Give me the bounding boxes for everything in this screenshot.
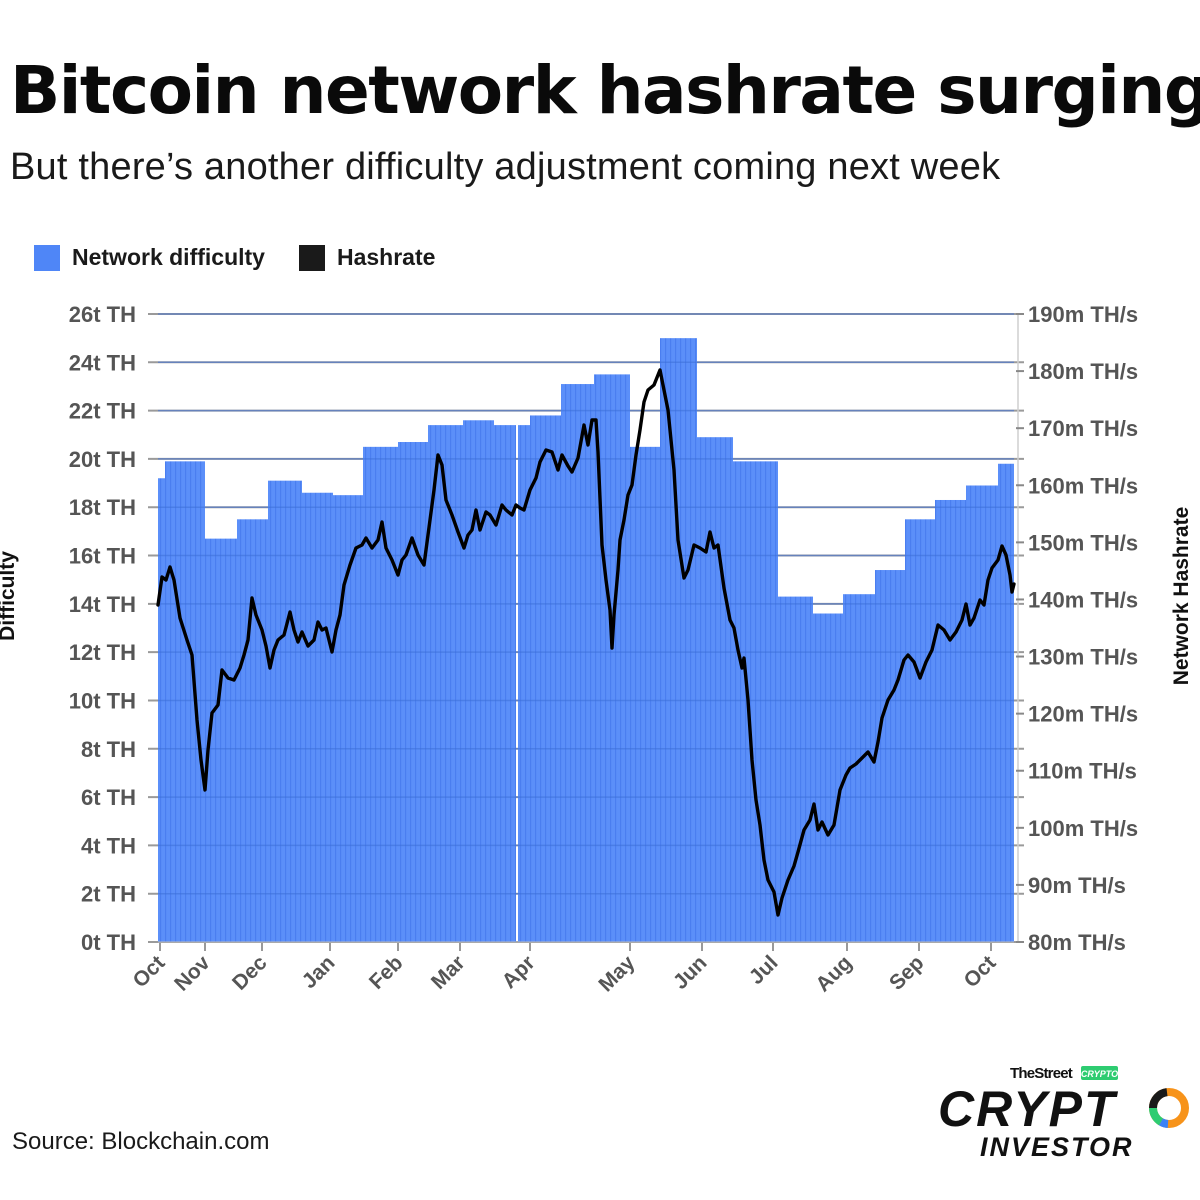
left-y-axis: 0t TH 2t TH 4t TH 6t TH 8t TH 10t TH 12t TH 14t…	[69, 302, 136, 955]
source-note: Source: Blockchain.com	[12, 1128, 270, 1155]
right-tick-label: 120m TH/s	[1028, 702, 1138, 727]
right-axis-title: Network Hashrate	[1170, 507, 1193, 686]
right-tick-label: 80m TH/s	[1028, 930, 1126, 955]
x-tick-label: Dec	[228, 951, 272, 995]
x-tick-label: Mar	[427, 951, 470, 994]
right-tick-label: 130m TH/s	[1028, 645, 1138, 670]
right-tick-label: 150m TH/s	[1028, 530, 1138, 555]
legend-label-hashrate: Hashrate	[336, 244, 436, 270]
left-tick-label: 2t TH	[81, 882, 136, 907]
chart-title: Bitcoin network hashrate surging	[10, 52, 1200, 129]
x-tick-label: Sep	[885, 951, 928, 994]
x-tick-label: Apr	[498, 951, 540, 993]
logo-main-text: CRYPT	[938, 1081, 1119, 1137]
left-axis-title: Difficulty	[0, 551, 19, 641]
hashrate-line	[156, 368, 1016, 917]
legend-item-difficulty: Network difficulty	[34, 244, 265, 271]
right-tick-label: 160m TH/s	[1028, 473, 1138, 498]
left-tick-label: 4t TH	[81, 833, 136, 858]
x-tick-label: Aug	[811, 951, 856, 996]
x-axis: Oct Nov Dec Jan Feb Mar Apr May Jun Jul Aug Sep Oct	[129, 941, 1014, 996]
left-tick-label: 26t TH	[69, 302, 136, 327]
right-tick-label: 180m TH/s	[1028, 359, 1138, 384]
left-tick-label: 12t TH	[69, 640, 136, 665]
logo-sub-text: INVESTOR	[980, 1132, 1134, 1162]
right-tick-label: 190m TH/s	[1028, 302, 1138, 327]
left-tick-label: 24t TH	[69, 350, 136, 375]
chart-subtitle: But there’s another difficulty adjustmen…	[10, 146, 1001, 188]
left-tick-label: 16t TH	[69, 544, 136, 569]
x-tick-label: Jun	[669, 951, 712, 994]
left-tick-label: 18t TH	[69, 495, 136, 520]
gridlines-overlay	[158, 313, 1014, 895]
x-tick-label: Oct	[960, 951, 1001, 992]
left-tick-label: 6t TH	[81, 785, 136, 810]
hashrate-swatch-icon	[298, 244, 325, 271]
right-tick-label: 100m TH/s	[1028, 816, 1138, 841]
logo-badge	[1081, 1066, 1118, 1080]
x-tick-label: Jan	[298, 951, 340, 993]
left-tick-label: 10t TH	[69, 688, 136, 713]
left-tick-label: 22t TH	[69, 399, 136, 424]
legend-item-hashrate: Hashrate	[298, 244, 436, 271]
left-tick-label: 8t TH	[81, 737, 136, 762]
right-tick-label: 170m TH/s	[1028, 416, 1138, 441]
x-tick-label: May	[594, 951, 639, 996]
chart-plot: 0t TH 2t TH 4t TH 6t TH 8t TH 10t TH 12t TH 14t…	[0, 302, 1193, 996]
legend-label-difficulty: Network difficulty	[72, 244, 265, 270]
left-tick-label: 20t TH	[69, 447, 136, 472]
x-tick-label: Oct	[129, 951, 170, 992]
legend: Network difficulty Hashrate	[34, 244, 469, 271]
left-tick-label: 0t TH	[81, 930, 136, 955]
thestreet-crypto-investor-logo: TheStreet CRYPTO CRYPT INVESTOR	[938, 1065, 1189, 1162]
difficulty-swatch-icon	[34, 244, 60, 271]
logo-badge-text: CRYPTO	[1081, 1069, 1118, 1079]
x-tick-label: Feb	[365, 951, 408, 994]
right-tick-label: 140m TH/s	[1028, 587, 1138, 612]
left-tick-label: 14t TH	[69, 592, 136, 617]
logo-top-text: TheStreet	[1010, 1065, 1073, 1082]
x-tick-label: Nov	[170, 951, 215, 996]
right-tick-label: 110m TH/s	[1028, 759, 1137, 784]
logo-ring-icon	[1148, 1088, 1189, 1128]
x-tick-label: Jul	[745, 951, 783, 989]
right-tick-label: 90m TH/s	[1028, 873, 1126, 898]
right-y-axis: 80m TH/s 90m TH/s 100m TH/s 110m TH/s 120m T…	[1016, 302, 1138, 955]
